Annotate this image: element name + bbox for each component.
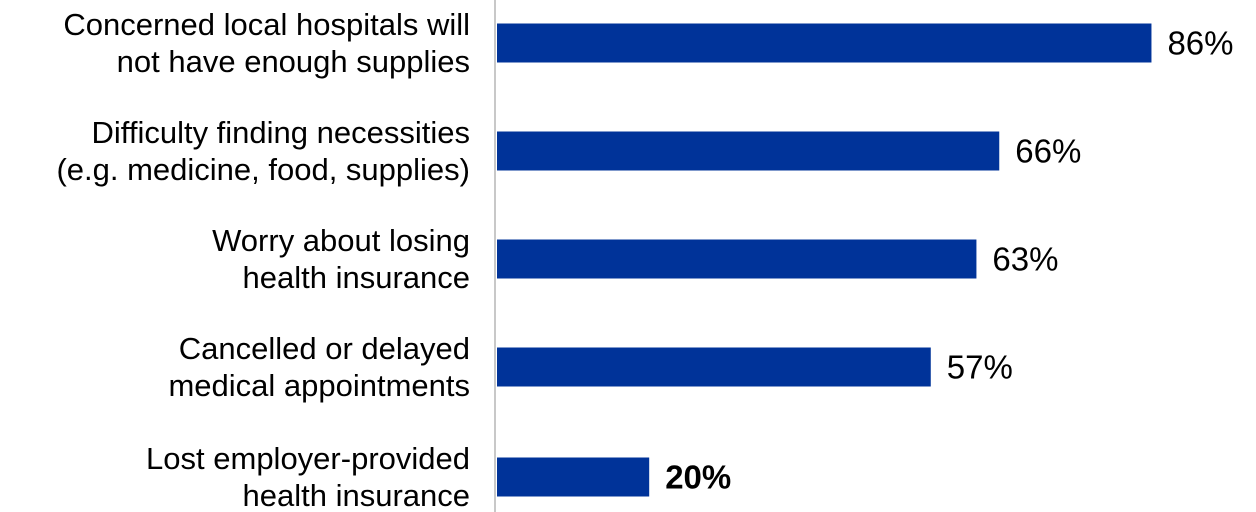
category-label-line: Difficulty finding necessities (92, 115, 471, 150)
value-label-4: 57% (947, 349, 1013, 386)
value-label-2: 66% (1015, 133, 1081, 170)
category-label-line: (e.g. medicine, food, supplies) (56, 152, 470, 187)
category-label-5: Lost employer-provided health insurance (146, 441, 470, 512)
category-label-line: Concerned local hospitals will (63, 7, 470, 42)
category-label-4: Cancelled or delayed medical appointments (168, 331, 470, 403)
category-label-line: Cancelled or delayed (179, 331, 470, 366)
category-label-3: Worry about losing health insurance (212, 223, 470, 295)
bars-group (497, 23, 1152, 497)
value-label-3: 63% (992, 241, 1058, 278)
category-label-line: not have enough supplies (117, 44, 470, 79)
category-label-2: Difficulty finding necessities (e.g. medi… (56, 115, 470, 187)
category-label-line: medical appointments (168, 368, 470, 403)
bar-5 (497, 457, 650, 497)
bar-2 (497, 131, 1000, 171)
category-label-line: Worry about losing (212, 223, 470, 258)
category-label-1: Concerned local hospitals will not have e… (63, 7, 470, 79)
category-labels-group: Concerned local hospitals will not have e… (56, 7, 470, 512)
category-label-line: health insurance (243, 478, 471, 512)
category-label-line: Lost employer-provided (146, 441, 470, 476)
bar-1 (497, 23, 1152, 63)
bar-4 (497, 347, 931, 387)
bar-3 (497, 239, 977, 279)
value-label-1: 86% (1167, 25, 1233, 62)
value-labels-group: 86% 66% 63% 57% 20% (665, 25, 1233, 496)
value-label-5: 20% (665, 459, 731, 496)
category-label-line: health insurance (243, 260, 471, 295)
